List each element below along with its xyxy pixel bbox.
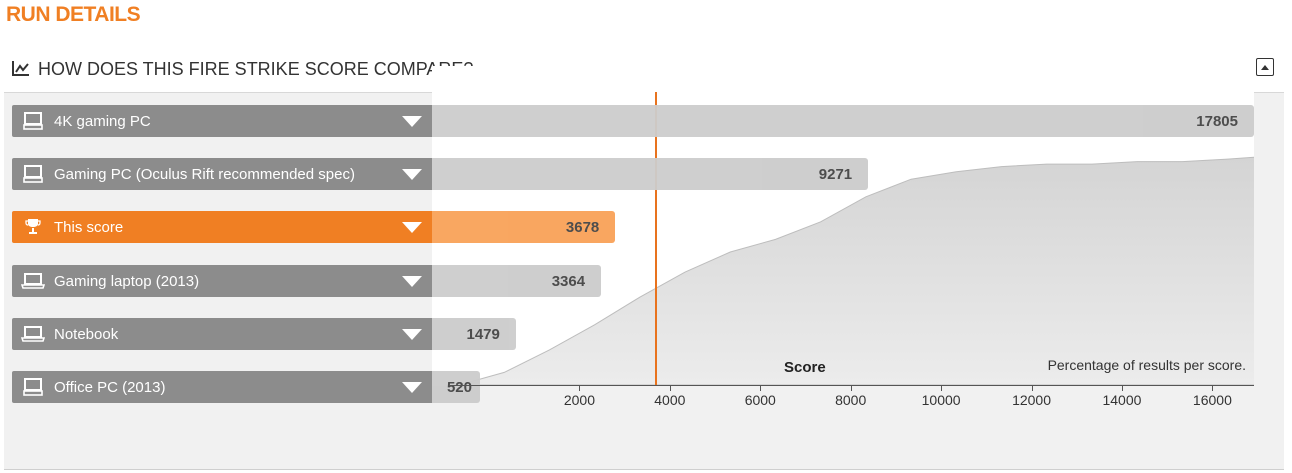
chevron-down-icon[interactable] xyxy=(402,381,422,393)
row-label-text: Notebook xyxy=(54,325,119,343)
x-tick xyxy=(1121,385,1123,391)
collapse-icon[interactable] xyxy=(1256,58,1274,76)
row-label-3[interactable]: Gaming laptop (2013) xyxy=(12,265,432,297)
panel-title: HOW DOES THIS FIRE STRIKE SCORE COMPARE? xyxy=(38,59,474,79)
laptop-icon xyxy=(20,326,46,342)
x-tick-label: 6000 xyxy=(744,392,776,408)
row-score-bar: 3678 xyxy=(432,211,616,243)
chevron-down-icon[interactable] xyxy=(402,275,422,287)
distribution-area-path xyxy=(458,156,1254,386)
x-tick-label: 10000 xyxy=(921,392,961,408)
x-tick xyxy=(579,385,581,391)
row-label-text: Gaming laptop (2013) xyxy=(54,272,200,290)
row-label-0[interactable]: 4K gaming PC xyxy=(12,105,432,137)
row-label-5[interactable]: Office PC (2013) xyxy=(12,371,432,403)
x-tick-label: 2000 xyxy=(563,392,595,408)
x-tick-label: 4000 xyxy=(654,392,686,408)
x-tick xyxy=(1212,385,1214,391)
row-score-bar: 17805 xyxy=(432,105,1254,137)
x-tick xyxy=(1031,385,1033,391)
chevron-down-icon[interactable] xyxy=(402,115,422,127)
trophy-icon xyxy=(20,218,46,236)
row-label-text: This score xyxy=(54,218,124,236)
chevron-down-icon[interactable] xyxy=(402,221,422,233)
row-label-text: Office PC (2013) xyxy=(54,378,166,396)
x-tick xyxy=(760,385,762,391)
x-tick xyxy=(669,385,671,391)
row-label-text: Gaming PC (Oculus Rift recommended spec) xyxy=(54,165,355,183)
desktop-icon xyxy=(20,378,46,396)
row-label-text: 4K gaming PC xyxy=(54,112,151,130)
row-score-bar: 3364 xyxy=(432,265,602,297)
chart-note: Percentage of results per score. xyxy=(1047,357,1246,373)
chevron-down-icon[interactable] xyxy=(402,328,422,340)
row-score-bar: 1479 xyxy=(432,318,516,350)
chevron-down-icon[interactable] xyxy=(402,168,422,180)
x-tick-label: 12000 xyxy=(1012,392,1051,408)
row-score-bar: 9271 xyxy=(432,158,869,190)
x-tick xyxy=(850,385,852,391)
row-label-2[interactable]: This score xyxy=(12,211,432,243)
x-tick-label: 16000 xyxy=(1192,392,1232,408)
distribution-area xyxy=(458,156,1254,386)
x-tick-label: 8000 xyxy=(835,392,867,408)
row-score-bar: 520 xyxy=(432,371,480,403)
row-label-1[interactable]: Gaming PC (Oculus Rift recommended spec) xyxy=(12,158,432,190)
page-title: RUN DETAILS xyxy=(6,3,141,26)
x-tick-label: 14000 xyxy=(1102,392,1142,408)
x-tick xyxy=(941,385,943,391)
line-chart-icon xyxy=(12,60,30,76)
row-label-4[interactable]: Notebook xyxy=(12,318,432,350)
x-axis-title: Score xyxy=(784,359,826,376)
desktop-icon xyxy=(20,112,46,130)
laptop-icon xyxy=(20,273,46,289)
this-score-marker xyxy=(655,92,658,386)
desktop-icon xyxy=(20,165,46,183)
